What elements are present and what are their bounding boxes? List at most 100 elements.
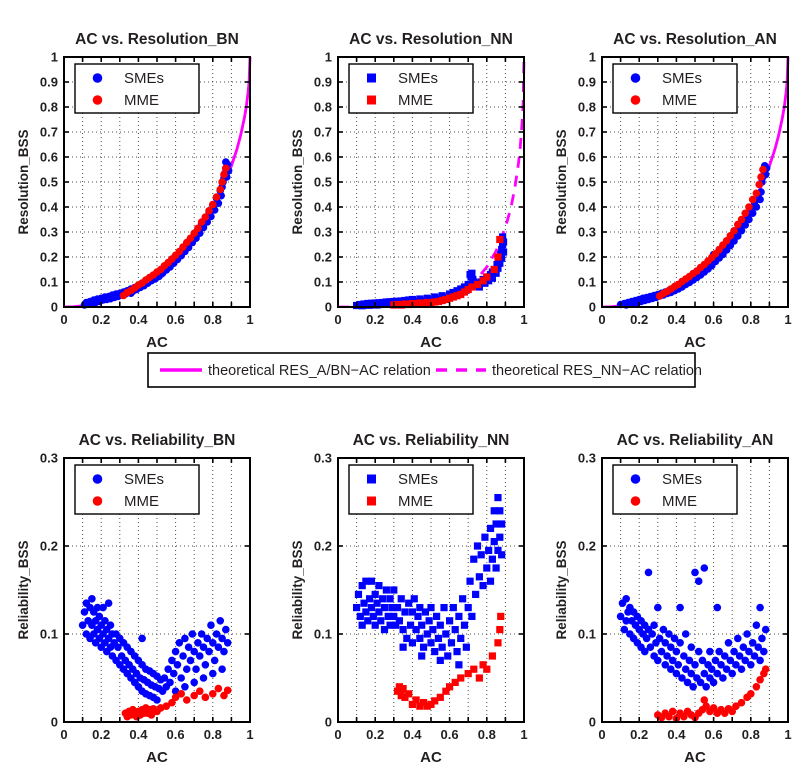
legend-label: SMEs: [662, 471, 702, 488]
svg-text:0.8: 0.8: [40, 100, 58, 115]
plot-legend: SMEs MME: [74, 464, 200, 515]
svg-text:0.9: 0.9: [578, 75, 596, 90]
smes-points: [616, 564, 770, 691]
svg-text:0: 0: [60, 312, 67, 327]
svg-text:0.6: 0.6: [441, 312, 459, 327]
svg-text:0.5: 0.5: [314, 175, 332, 190]
plot-legend: SMEs MME: [612, 63, 738, 114]
svg-text:1: 1: [325, 50, 332, 65]
svg-text:0: 0: [598, 727, 605, 742]
legend-label: MME: [662, 92, 697, 109]
svg-text:0.2: 0.2: [366, 727, 384, 742]
x-axis-label: AC: [146, 334, 168, 351]
plot-title: AC vs. Reliability_AN: [617, 432, 774, 449]
panel-reliability-an: 0 0.2 0.4 0.6 0.8 1 0 0.1 0.2 0.3 AC vs. Reliabili…: [554, 432, 792, 766]
svg-text:1: 1: [520, 312, 527, 327]
svg-text:0.6: 0.6: [40, 150, 58, 165]
svg-text:0.6: 0.6: [441, 727, 459, 742]
y-axis-label: Resolution_BSS: [290, 129, 305, 234]
svg-text:1: 1: [246, 312, 253, 327]
figure-legend: theoretical RES_A/BN−AC relation theoreti…: [147, 352, 702, 388]
svg-text:0.6: 0.6: [705, 727, 723, 742]
svg-text:0.8: 0.8: [578, 100, 596, 115]
y-axis-label: Resolution_BSS: [16, 129, 31, 234]
y-axis-label: Resolution_BSS: [554, 129, 569, 234]
svg-text:0.2: 0.2: [578, 250, 596, 265]
svg-text:1: 1: [784, 727, 791, 742]
svg-text:0.4: 0.4: [403, 727, 422, 742]
svg-text:0.2: 0.2: [40, 250, 58, 265]
svg-text:0.1: 0.1: [578, 627, 596, 642]
svg-text:0: 0: [589, 715, 596, 730]
svg-text:0.2: 0.2: [314, 250, 332, 265]
plot-title: AC vs. Reliability_NN: [353, 432, 510, 449]
svg-text:0.2: 0.2: [314, 539, 332, 554]
svg-text:0.4: 0.4: [667, 312, 686, 327]
svg-text:0.8: 0.8: [204, 727, 222, 742]
svg-text:0.6: 0.6: [167, 312, 185, 327]
svg-text:0: 0: [334, 727, 341, 742]
mme-points: [119, 164, 230, 300]
figure-legend-label: theoretical RES_NN−AC relation: [492, 363, 702, 379]
svg-text:0.4: 0.4: [314, 200, 333, 215]
y-axis-label: Reliability_BSS: [16, 540, 31, 639]
svg-text:1: 1: [246, 727, 253, 742]
svg-text:0: 0: [51, 300, 58, 315]
svg-text:0: 0: [598, 312, 605, 327]
svg-text:0.8: 0.8: [742, 727, 760, 742]
legend-label: SMEs: [398, 471, 438, 488]
svg-text:0.7: 0.7: [578, 125, 596, 140]
legend-label: SMEs: [398, 70, 438, 87]
x-axis-label: AC: [684, 749, 706, 766]
svg-text:0.3: 0.3: [314, 451, 332, 466]
svg-text:0.6: 0.6: [167, 727, 185, 742]
svg-text:0.2: 0.2: [92, 312, 110, 327]
svg-text:0.6: 0.6: [705, 312, 723, 327]
legend-label: SMEs: [124, 471, 164, 488]
svg-text:1: 1: [520, 727, 527, 742]
svg-text:0.8: 0.8: [478, 312, 496, 327]
figure-legend-label: theoretical RES_A/BN−AC relation: [208, 363, 431, 379]
svg-text:0.3: 0.3: [40, 451, 58, 466]
svg-text:0.9: 0.9: [40, 75, 58, 90]
svg-text:0: 0: [51, 715, 58, 730]
svg-text:0.3: 0.3: [578, 451, 596, 466]
svg-text:0.7: 0.7: [314, 125, 332, 140]
svg-text:0.8: 0.8: [204, 312, 222, 327]
panel-reliability-bn: 0 0.2 0.4 0.6 0.8 1 0 0.1 0.2 0.3 AC vs. Reliabili…: [16, 432, 254, 766]
svg-text:0.8: 0.8: [478, 727, 496, 742]
tick-labels: 0 0.2 0.4 0.6 0.8 1 0 0.1 0.2 0.3: [314, 451, 528, 743]
svg-text:0.6: 0.6: [314, 150, 332, 165]
tick-labels: 0 0.2 0.4 0.6 0.8 1 0 0.1 0.2 0.3: [40, 451, 254, 743]
svg-text:0: 0: [325, 715, 332, 730]
svg-text:0.4: 0.4: [40, 200, 59, 215]
plot-title: AC vs. Resolution_BN: [75, 31, 239, 48]
plot-legend: SMEs MME: [612, 464, 738, 515]
mme-points: [393, 612, 505, 710]
panel-reliability-nn: 0 0.2 0.4 0.6 0.8 1 0 0.1 0.2 0.3 AC vs. Reliabili…: [290, 432, 528, 766]
legend-label: SMEs: [124, 70, 164, 87]
svg-text:0.6: 0.6: [578, 150, 596, 165]
svg-text:0: 0: [589, 300, 596, 315]
svg-text:0.2: 0.2: [630, 727, 648, 742]
svg-text:0.3: 0.3: [40, 225, 58, 240]
tick-marks: [338, 57, 524, 307]
y-axis-label: Reliability_BSS: [554, 540, 569, 639]
svg-text:0: 0: [60, 727, 67, 742]
legend-label: MME: [124, 92, 159, 109]
plot-title: AC vs. Reliability_BN: [79, 432, 236, 449]
tick-marks: [338, 458, 524, 722]
svg-text:0.9: 0.9: [314, 75, 332, 90]
svg-text:1: 1: [589, 50, 596, 65]
svg-text:0.4: 0.4: [578, 200, 597, 215]
tick-marks: [64, 458, 250, 722]
svg-text:0.5: 0.5: [40, 175, 58, 190]
svg-text:0.3: 0.3: [578, 225, 596, 240]
smes-points: [78, 595, 232, 704]
svg-text:0.2: 0.2: [92, 727, 110, 742]
svg-text:0.7: 0.7: [40, 125, 58, 140]
tick-labels: 0 0.2 0.4 0.6 0.8 1 0 0.1 0.2 0.3 0.4 0.5 0.6 0.7 0.8 0…: [40, 50, 254, 328]
tick-labels: 0 0.2 0.4 0.6 0.8 1 0 0.1 0.2 0.3 0.4 0.5 0.6 0.7 0.8 0…: [314, 50, 528, 328]
svg-text:0.4: 0.4: [403, 312, 422, 327]
